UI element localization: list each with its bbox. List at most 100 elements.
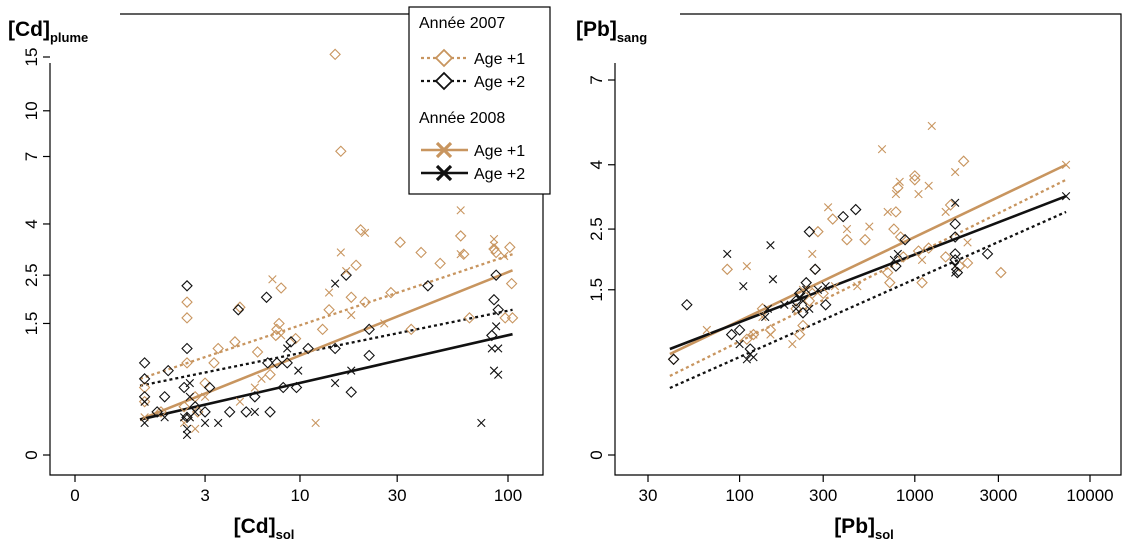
- point-cross-age2: [182, 430, 192, 440]
- y-tick-label: 0: [587, 450, 606, 459]
- point-diamond-age2: [949, 231, 961, 243]
- point-cross-age1: [808, 249, 817, 259]
- point-cross-age2: [749, 353, 758, 362]
- point-cross-age1: [758, 312, 767, 322]
- point-cross-age2: [140, 418, 149, 428]
- point-cross-age2: [742, 355, 752, 364]
- point-diamond-age2: [681, 299, 693, 311]
- point-diamond-age2: [949, 218, 961, 230]
- point-diamond-age2: [181, 411, 193, 424]
- point-diamond-age1: [841, 233, 853, 246]
- point-diamond-age2: [290, 381, 303, 394]
- point-diamond-age1: [859, 233, 871, 246]
- point-cross-age1: [895, 177, 904, 186]
- point-diamond-age2: [138, 373, 151, 385]
- point-cross-age2: [330, 279, 340, 288]
- legend-year-2008: Année 2008: [419, 110, 505, 127]
- point-diamond-age2: [949, 254, 961, 266]
- point-diamond-age1: [405, 323, 417, 336]
- point-diamond-age1: [350, 259, 362, 272]
- point-cross-age1: [235, 397, 245, 406]
- legend-2008-age2: Age +2: [421, 164, 525, 183]
- point-cross-age2: [160, 413, 169, 422]
- point-diamond-age2: [490, 269, 502, 281]
- legend-2007-age2: Age +2: [421, 71, 525, 91]
- point-diamond-age1: [415, 246, 427, 259]
- point-diamond-age2: [492, 304, 504, 316]
- legend-label-2008-age2: Age +2: [474, 166, 525, 183]
- point-diamond-age2: [340, 269, 352, 281]
- point-diamond-age2: [158, 391, 171, 403]
- point-cross-age2: [768, 275, 778, 284]
- point-diamond-age1: [354, 224, 367, 236]
- right-points: [667, 121, 1071, 366]
- point-cross-age1: [917, 255, 927, 265]
- legend-diamond-2007-age2: [434, 71, 454, 91]
- point-cross-age1: [891, 189, 901, 199]
- y-tick-label: 2.5: [587, 217, 606, 241]
- legend-year-2007: Année 2007: [419, 15, 505, 32]
- legend-2007-age1: Age +1: [421, 48, 525, 68]
- point-cross-age2: [250, 407, 260, 417]
- point-diamond-age1: [939, 251, 952, 263]
- legend-cross-2008-age1: [435, 141, 453, 159]
- point-diamond-age1: [667, 353, 680, 366]
- point-diamond-age1: [897, 251, 910, 263]
- point-cross-age2: [798, 296, 808, 306]
- y-tick-label: 4: [587, 160, 606, 169]
- point-diamond-age1: [208, 357, 220, 369]
- fit-line-ann-e-2007-age-1: [139, 253, 513, 380]
- point-diamond-age2: [281, 357, 293, 369]
- point-diamond-age1: [797, 319, 809, 332]
- point-diamond-age2: [151, 406, 163, 418]
- point-diamond-age1: [181, 296, 193, 308]
- right-x-axis-label: [Pb]sol: [834, 515, 894, 542]
- point-cross-age1: [489, 241, 499, 250]
- point-diamond-age1: [181, 357, 193, 369]
- point-cross-age2: [761, 312, 770, 322]
- point-cross-age1: [842, 224, 852, 234]
- point-diamond-age1: [229, 336, 241, 348]
- point-diamond-age1: [803, 295, 816, 307]
- left-plot-frame: [49, 13, 544, 476]
- point-diamond-age1: [490, 246, 502, 259]
- point-diamond-age1: [394, 236, 406, 249]
- point-cross-age1: [823, 203, 833, 212]
- right-y-axis-label: [Pb]sang: [576, 18, 647, 45]
- right-fit-lines: [669, 163, 1067, 390]
- point-diamond-age1: [957, 155, 970, 167]
- point-diamond-age2: [232, 304, 245, 316]
- point-cross-age2: [791, 304, 801, 313]
- point-cross-age1: [963, 238, 972, 247]
- panel-cd: [Cd]plume [Cd]sol 0 3 10 30 100 0 1.5 2.5 4 7 10 15: [8, 13, 544, 542]
- fit-line-ann-e-2008-age-2: [669, 194, 1067, 351]
- point-diamond-age1: [335, 145, 347, 157]
- point-cross-age2: [477, 418, 486, 428]
- point-diamond-age2: [345, 386, 358, 398]
- point-diamond-age1: [316, 323, 329, 336]
- point-diamond-age1: [323, 304, 335, 316]
- point-diamond-age2: [667, 353, 680, 366]
- point-cross-age2: [763, 304, 773, 313]
- point-diamond-age2: [486, 329, 498, 342]
- point-cross-age2: [200, 418, 210, 428]
- point-diamond-age2: [981, 248, 994, 260]
- point-diamond-age1: [251, 346, 264, 358]
- point-diamond-age2: [181, 280, 193, 292]
- point-diamond-age1: [961, 257, 974, 269]
- point-cross-age2: [491, 322, 501, 331]
- point-cross-age2: [802, 285, 811, 294]
- point-diamond-age1: [747, 328, 760, 341]
- point-cross-age2: [182, 424, 192, 434]
- point-cross-age2: [185, 378, 195, 388]
- point-diamond-age1: [506, 312, 519, 324]
- point-cross-age1: [360, 228, 370, 238]
- right-plot-frame: [614, 13, 1122, 476]
- x-tick-label: 100: [725, 486, 753, 505]
- point-cross-age2: [766, 241, 775, 250]
- point-cross-age1: [865, 222, 874, 231]
- point-cross-age1: [877, 145, 887, 154]
- point-diamond-age2: [793, 287, 806, 300]
- point-diamond-age2: [277, 381, 289, 394]
